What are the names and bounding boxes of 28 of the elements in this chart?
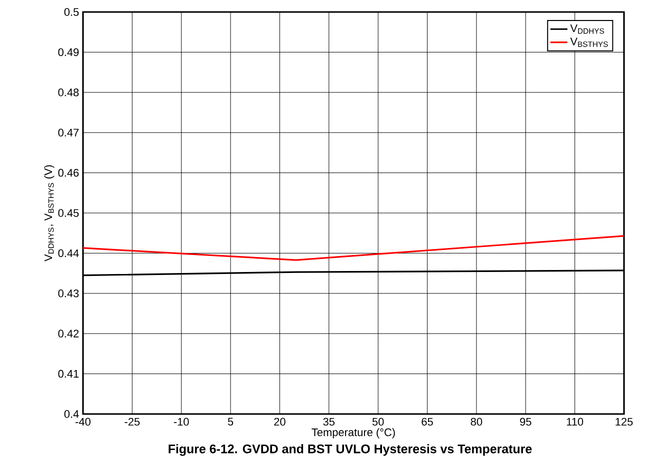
y-tick-label: 0.43 [58, 290, 79, 298]
legend-label: V$_{DDHYS}$ [570, 24, 604, 34]
y-tick-label: 0.45 [58, 209, 79, 217]
x-tick-label: -25 [124, 418, 140, 426]
x-tick-label: 65 [422, 418, 433, 426]
x-tick-label: 95 [520, 418, 532, 426]
x-tick-label: 5 [228, 418, 234, 426]
y-tick-label: 0.5 [64, 8, 79, 16]
y-tick-label: 0.47 [58, 128, 79, 136]
y-tick-label: 0.49 [58, 48, 79, 56]
x-tick-label: 125 [616, 418, 633, 426]
y-tick-label: 0.44 [58, 249, 79, 258]
y-tick-label: 0.48 [58, 88, 79, 96]
y-tick-label: 0.42 [58, 330, 79, 338]
y-tick-label: 0.41 [58, 370, 79, 378]
x-tick-label: 35 [323, 418, 335, 426]
y-axis-title: V$_{DDHYS}$, V$_{BSTHYS}$ (V) [44, 165, 54, 262]
x-tick-label: 50 [372, 418, 384, 426]
text: Figure 6-12. GVDD and BST UVLO Hysteresis vs Temperature [168, 444, 532, 456]
x-axis-title: Temperature (°C) [312, 428, 395, 438]
legend-label: V$_{BSTHYS}$ [570, 38, 608, 47]
x-tick-label: -10 [174, 418, 189, 426]
y-tick-label: 0.46 [58, 168, 79, 177]
x-tick-label: 80 [470, 418, 482, 426]
y-tick-label: 0.4 [64, 410, 79, 418]
x-tick-label: 110 [566, 418, 584, 426]
x-tick-label: -40 [76, 418, 90, 426]
x-tick-label: 20 [274, 418, 286, 426]
